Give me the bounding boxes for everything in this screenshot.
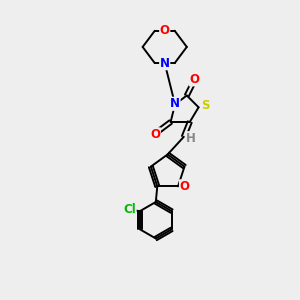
Text: N: N bbox=[170, 97, 180, 110]
Text: Cl: Cl bbox=[123, 203, 136, 216]
Text: O: O bbox=[160, 24, 170, 37]
Text: S: S bbox=[201, 99, 209, 112]
Text: N: N bbox=[160, 57, 170, 70]
Text: H: H bbox=[185, 132, 195, 145]
Text: O: O bbox=[189, 73, 199, 86]
Text: O: O bbox=[179, 180, 190, 193]
Text: O: O bbox=[150, 128, 160, 141]
